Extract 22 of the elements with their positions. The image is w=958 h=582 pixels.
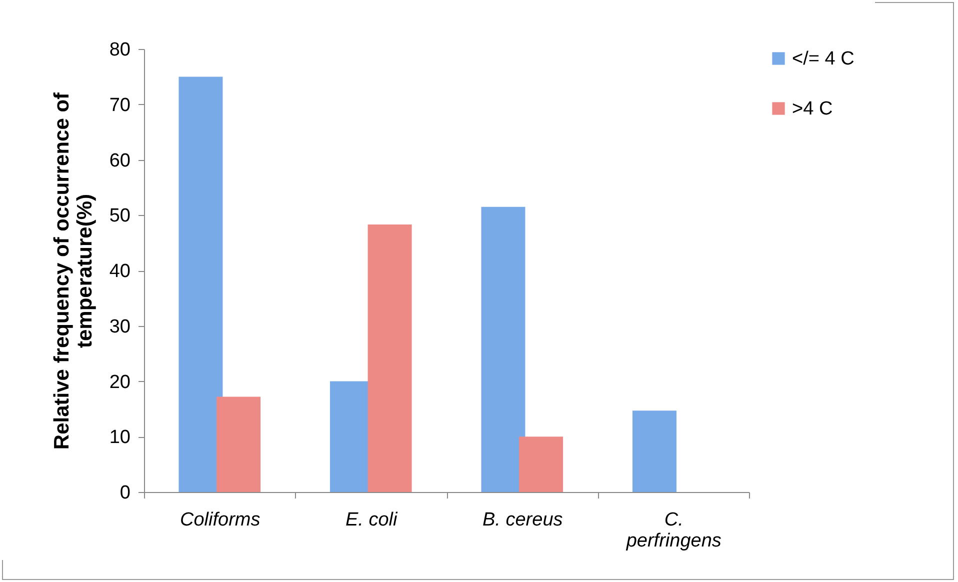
y-tick-label: 70 — [109, 94, 130, 116]
y-axis-title: Relative frequency of occurrence of temperature(%) — [50, 91, 96, 450]
y-tick-label: 30 — [109, 316, 130, 338]
x-tick-label: Coliforms — [180, 510, 261, 530]
legend-label: </= 4 C — [792, 48, 854, 70]
bar — [178, 76, 223, 492]
bar — [368, 224, 412, 492]
bar — [216, 396, 261, 492]
y-tick-label: 50 — [109, 206, 130, 227]
bar — [481, 206, 526, 492]
legend-label: >4 C — [792, 98, 833, 120]
bar — [519, 436, 564, 492]
bar — [632, 410, 676, 492]
y-tick-label: 20 — [109, 372, 130, 393]
x-tick-label: C. perfringens — [625, 510, 722, 552]
y-tick-label: 80 — [109, 40, 130, 60]
y-tick-label: 10 — [109, 427, 130, 448]
y-tick-label: 60 — [109, 150, 130, 172]
x-tick-label: B. cereus — [482, 510, 564, 530]
y-tick-label: 0 — [120, 482, 130, 504]
x-tick-label: E. coli — [346, 510, 398, 530]
y-tick-label: 40 — [109, 261, 130, 282]
